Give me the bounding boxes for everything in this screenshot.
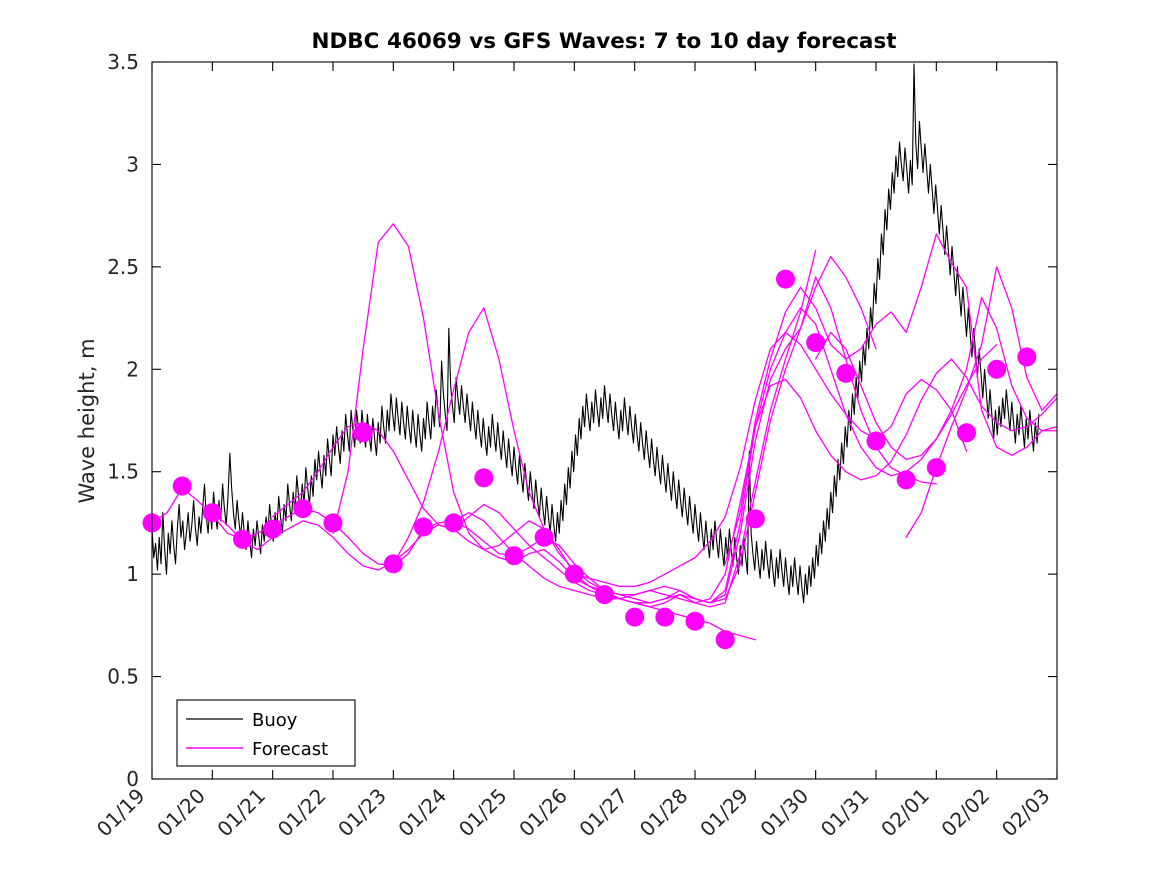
forecast-marker-dot: [564, 564, 584, 584]
forecast-marker-dot: [414, 517, 433, 537]
y-tick-label: 1.5: [107, 460, 139, 484]
forecast-series-line: [453, 358, 1057, 604]
forecast-marker-dot: [806, 333, 826, 353]
forecast-marker-dot: [896, 470, 916, 490]
forecast-marker-dot: [595, 585, 614, 605]
forecast-marker-dot: [926, 458, 946, 478]
forecast-series-line: [392, 307, 998, 604]
forecast-marker-dot: [444, 513, 464, 533]
forecast-marker-dot: [504, 546, 524, 566]
forecast-marker-dot: [233, 529, 252, 549]
y-tick-label: 0: [126, 767, 139, 791]
legend-label-buoy: Buoy: [252, 710, 298, 731]
y-tick-label: 0.5: [107, 665, 139, 689]
marker-layer: [142, 269, 1037, 650]
forecast-marker-dot: [293, 499, 313, 519]
y-axis-label: Wave height, m: [75, 338, 99, 503]
plot-frame: [151, 61, 1058, 780]
forecast-series-line: [815, 296, 1057, 461]
forecast-marker-dot: [957, 423, 976, 443]
forecast-series-line: [724, 233, 1057, 565]
forecast-series-line: [332, 223, 937, 608]
forecast-marker-dot: [263, 519, 283, 539]
forecast-marker-dot: [202, 503, 222, 523]
forecast-marker-dot: [836, 363, 856, 383]
forecast-marker-dot: [474, 468, 494, 488]
y-axis-ticks: 0 0.5 1 1.5 2 2.5 3 3.5: [107, 50, 1057, 791]
forecast-marker-dot: [534, 527, 554, 547]
chart-legend[interactable]: Buoy Forecast: [176, 699, 356, 767]
legend-background: [176, 699, 356, 767]
y-tick-label: 2: [126, 357, 139, 381]
forecast-series-line: [905, 266, 1057, 538]
forecast-marker-dot: [866, 431, 886, 451]
y-tick-label: 3: [126, 152, 139, 176]
chart-title: NDBC 46069 vs GFS Waves: 7 to 10 day for…: [311, 29, 896, 54]
forecast-marker-dot: [987, 359, 1007, 379]
forecast-marker-dot: [323, 513, 343, 533]
legend-label-forecast: Forecast: [252, 739, 328, 760]
y-tick-label: 1: [126, 562, 139, 586]
forecast-marker-dot: [745, 509, 765, 529]
forecast-marker-dot: [655, 607, 675, 627]
forecast-marker-dot: [685, 611, 705, 631]
forecast-marker-dot: [625, 607, 645, 627]
y-tick-label: 3.5: [107, 50, 139, 74]
forecast-marker-dot: [776, 269, 795, 289]
forecast-marker-dot: [353, 423, 373, 443]
forecast-marker-dot: [383, 554, 403, 574]
forecast-marker-dot: [1017, 347, 1037, 367]
y-tick-label: 2.5: [107, 255, 139, 279]
forecast-marker-dot: [715, 630, 735, 650]
forecast-series-line: [573, 331, 968, 588]
forecast-marker-dot: [172, 476, 192, 496]
